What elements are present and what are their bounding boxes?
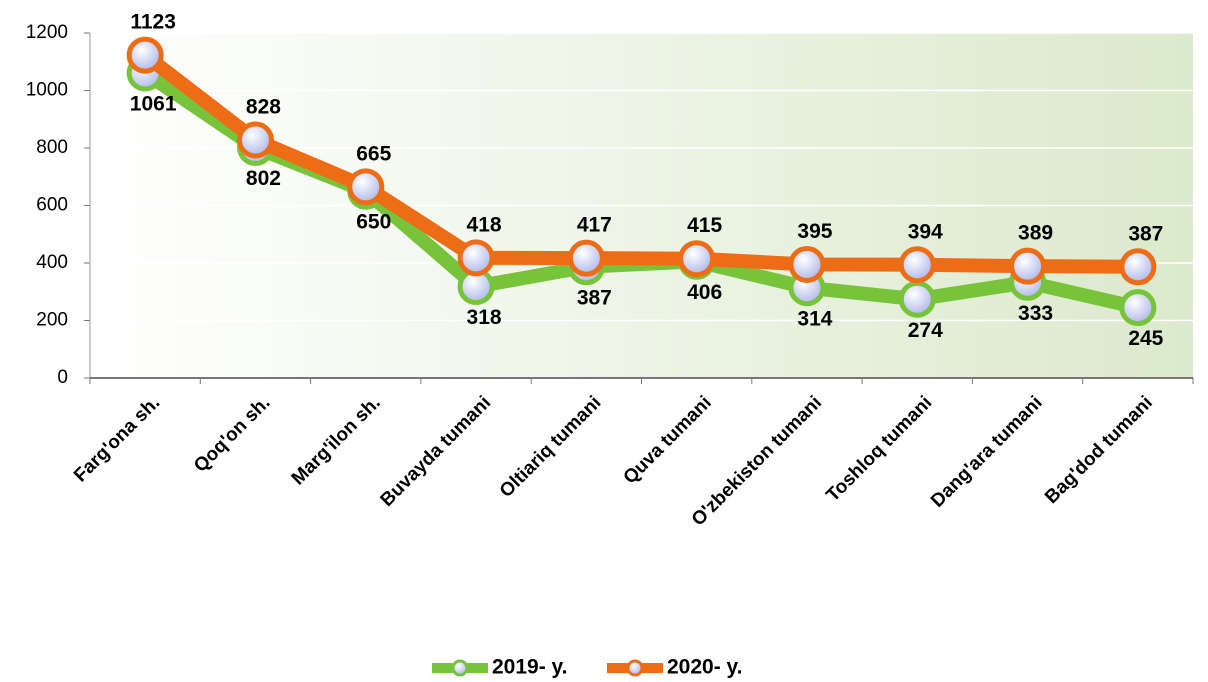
legend-item: 2020- y. [607,656,743,679]
data-label: 389 [1018,222,1053,245]
y-tick-label: 600 [36,195,68,216]
x-tick-label: Qoq'on sh. [190,392,274,476]
data-label: 665 [356,142,391,165]
legend-item: 2019- y. [432,656,568,679]
x-tick-label: Buvayda tumani [377,392,496,511]
data-label: 1123 [130,11,176,34]
data-label: 333 [1018,302,1053,325]
data-label: 245 [1128,327,1163,350]
marker [457,239,495,277]
legend-marker [451,659,469,677]
legend-label: 2019- y. [492,656,568,679]
marker [567,239,605,277]
data-label: 828 [246,95,281,118]
data-label: 418 [467,213,502,236]
marker [898,246,936,284]
marker [1119,289,1157,327]
x-tick-label: Bag'dod tumani [1041,392,1157,508]
y-tick-label: 1000 [26,80,68,101]
x-tick-label: Marg'ilon sh. [288,392,385,489]
legend-label: 2020- y. [667,656,743,679]
x-tick-label: Quva tumani [620,392,716,488]
data-label: 406 [687,281,722,304]
marker [898,280,936,318]
x-tick-label: Dang'ara tumani [927,392,1047,512]
marker [347,168,385,206]
data-label: 415 [687,214,722,237]
marker [678,240,716,278]
x-tick-label: Toshloq tumani [822,392,936,506]
x-tick-label: Oltiariq tumani [496,392,606,502]
x-tick-label: Farg'ona sh. [70,392,164,486]
y-tick-label: 400 [36,252,68,273]
data-label: 387 [1128,222,1163,245]
y-tick-label: 0 [57,367,68,388]
y-tick-label: 800 [36,137,68,158]
y-tick-label: 1200 [26,22,68,43]
data-label: 394 [908,220,943,243]
marker [1119,248,1157,286]
legend-marker [626,659,644,677]
data-label: 395 [797,220,832,243]
series-line [140,49,1138,274]
data-label: 314 [797,307,832,330]
data-label: 650 [356,211,391,234]
data-label: 417 [577,214,612,237]
marker [126,36,164,74]
marker [236,121,274,159]
data-label: 387 [577,286,612,309]
marker [1009,247,1047,285]
data-label: 802 [246,167,281,190]
marker [788,245,826,283]
data-label: 1061 [130,93,177,116]
y-tick-label: 200 [36,310,68,331]
data-label: 274 [908,319,943,342]
data-label: 318 [467,306,502,329]
